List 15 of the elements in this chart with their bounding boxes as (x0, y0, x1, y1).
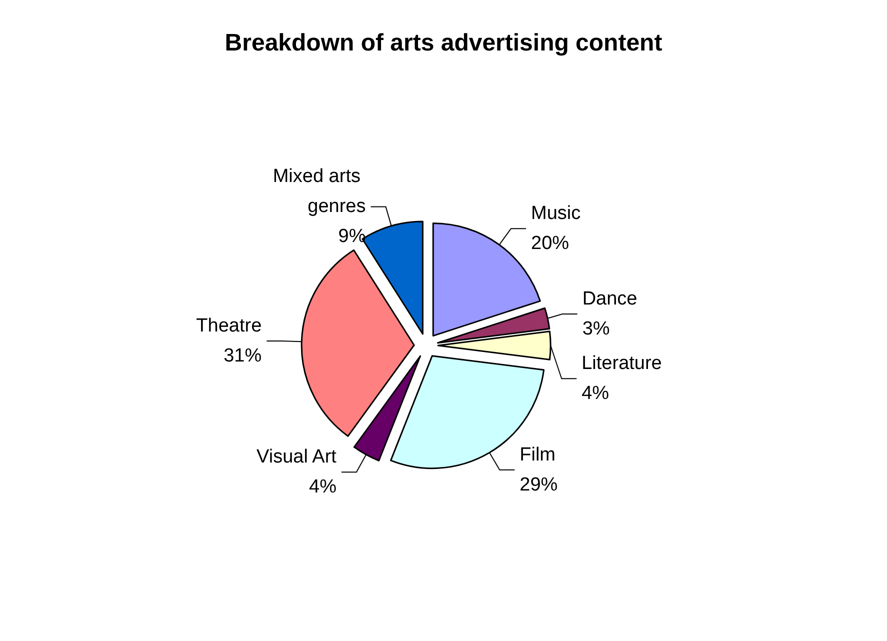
data-label: 31% (224, 345, 262, 366)
slice-label: Theatre (196, 315, 262, 336)
slice-label: Film (520, 444, 556, 466)
data-label: 3% (582, 318, 610, 340)
slice-label: Dance (582, 288, 638, 310)
slice-label: Mixed arts genres (272, 166, 366, 218)
chart-title: Breakdown of arts advertising content (224, 30, 662, 56)
data-label: 29% (520, 474, 558, 496)
data-label: 4% (582, 383, 610, 404)
slice-label: Music (531, 203, 581, 224)
data-label: 9% (338, 226, 366, 248)
data-label: 4% (309, 476, 337, 498)
slice-label: Literature (582, 353, 662, 374)
data-label: 20% (531, 233, 570, 254)
slice-label: Visual Art (256, 446, 338, 468)
